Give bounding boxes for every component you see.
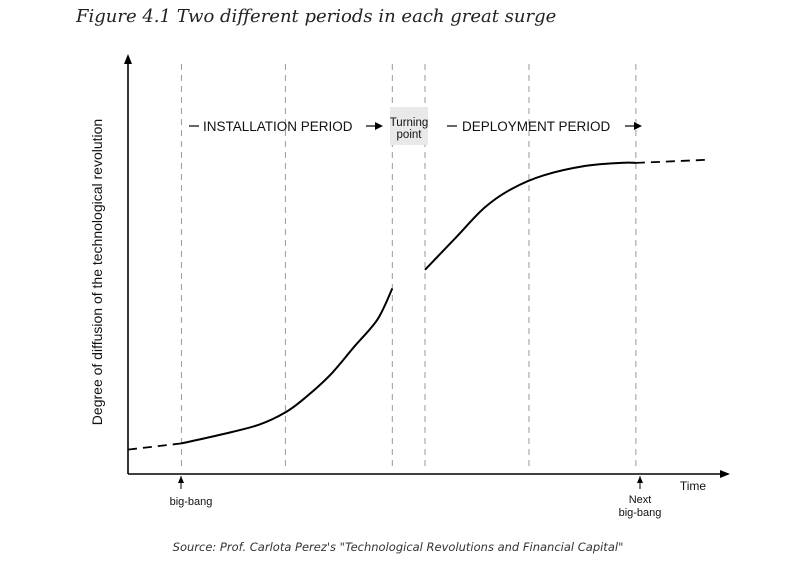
installation-period-label: INSTALLATION PERIOD: [203, 119, 353, 134]
curve-installation: [181, 287, 394, 445]
deployment-arrow-head: [634, 122, 642, 130]
installation-arrow-head: [375, 122, 383, 130]
y-axis-label: Degree of diffusion of the technological…: [89, 119, 105, 425]
figure-title: Figure 4.1 Two different periods in each…: [75, 6, 556, 27]
x-axis-arrow: [720, 470, 730, 478]
turning-point-label-line2: point: [397, 129, 423, 141]
next-big-bang-label-line2: big-bang: [619, 507, 662, 519]
source-caption: Source: Prof. Carlota Perez's "Technolog…: [173, 540, 624, 554]
big-bang-label: big-bang: [170, 496, 213, 508]
turning-point-shading: [390, 107, 428, 145]
big-bang-arrow: [178, 476, 184, 483]
curve-deployment: [424, 161, 636, 271]
turning-point-label-line1: Turning: [390, 117, 429, 129]
deployment-period-label: DEPLOYMENT PERIOD: [462, 119, 611, 134]
next-big-bang-arrow: [637, 476, 643, 483]
x-axis-label: Time: [680, 479, 707, 493]
next-big-bang-label-line1: Next: [629, 494, 652, 506]
curve-dashed-start: [127, 442, 182, 451]
curve-dashed-end: [635, 158, 708, 164]
y-axis-arrow: [124, 54, 132, 64]
